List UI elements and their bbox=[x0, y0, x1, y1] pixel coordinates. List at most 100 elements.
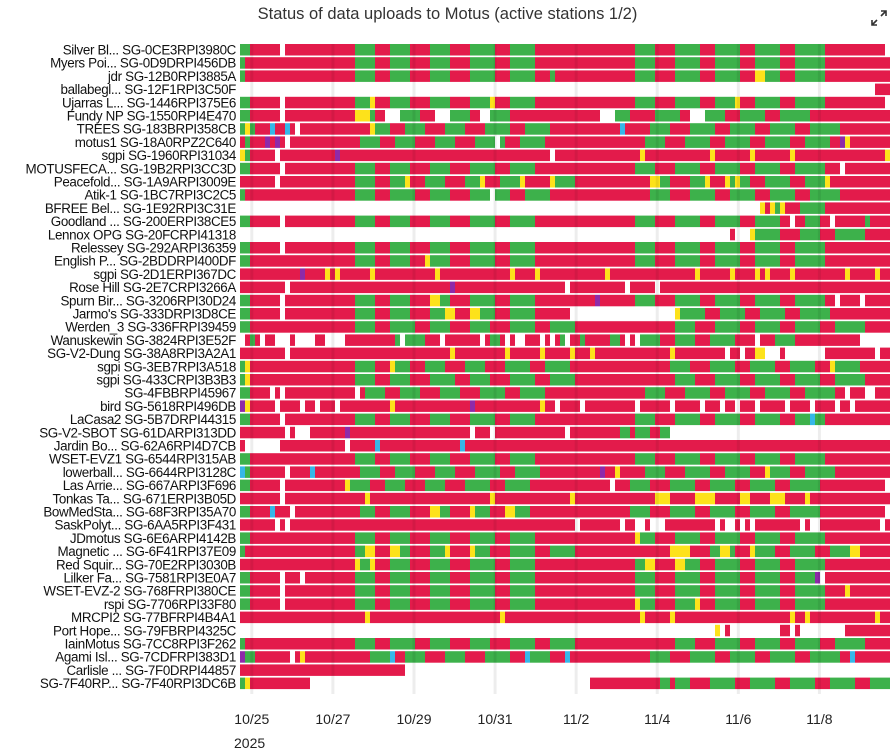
status-segment bbox=[285, 413, 355, 426]
status-segment bbox=[470, 189, 490, 201]
status-segment bbox=[745, 519, 750, 531]
status-segment bbox=[375, 440, 380, 452]
status-segment bbox=[715, 96, 735, 109]
status-segment bbox=[290, 281, 450, 294]
status-segment bbox=[375, 242, 390, 254]
status-segment bbox=[395, 651, 405, 663]
status-segment bbox=[575, 321, 675, 333]
status-segment bbox=[740, 321, 755, 333]
station-row bbox=[240, 585, 890, 597]
status-segment bbox=[605, 466, 615, 478]
station-label: MRCPI2 SG-77BFRPI4B4A1 bbox=[71, 610, 236, 625]
status-segment bbox=[390, 294, 410, 307]
status-segment bbox=[285, 598, 355, 610]
status-segment bbox=[700, 44, 715, 56]
status-segment bbox=[870, 677, 890, 690]
status-segment bbox=[590, 677, 660, 690]
status-segment bbox=[240, 440, 245, 452]
status-segment bbox=[485, 123, 510, 135]
status-segment bbox=[490, 545, 510, 558]
status-segment bbox=[725, 400, 735, 412]
status-segment bbox=[535, 294, 595, 307]
status-segment bbox=[755, 321, 780, 333]
status-segment bbox=[440, 506, 450, 518]
expand-icon[interactable] bbox=[871, 10, 887, 26]
status-segment bbox=[430, 453, 450, 465]
status-segment bbox=[535, 638, 550, 650]
status-segment bbox=[240, 308, 250, 320]
status-segment bbox=[305, 400, 315, 412]
status-segment bbox=[550, 374, 575, 386]
status-segment bbox=[345, 334, 395, 346]
status-segment bbox=[490, 374, 510, 386]
gridline bbox=[736, 44, 740, 694]
status-segment bbox=[290, 347, 450, 360]
status-segment bbox=[240, 44, 250, 56]
status-segment bbox=[400, 110, 420, 122]
status-segment bbox=[410, 57, 430, 69]
status-segment bbox=[430, 506, 440, 518]
status-segment bbox=[555, 149, 640, 162]
status-segment bbox=[355, 545, 365, 558]
status-segment bbox=[250, 413, 280, 426]
status-segment bbox=[525, 189, 550, 201]
status-segment bbox=[550, 70, 555, 82]
status-segment bbox=[405, 651, 425, 663]
status-segment bbox=[280, 400, 300, 412]
status-segment bbox=[545, 136, 645, 148]
status-segment bbox=[775, 545, 790, 558]
status-segment bbox=[740, 400, 755, 412]
status-segment bbox=[710, 136, 725, 148]
status-segment bbox=[555, 70, 635, 82]
status-segment bbox=[670, 611, 675, 624]
status-segment bbox=[820, 506, 885, 518]
status-segment bbox=[495, 44, 510, 56]
status-segment bbox=[795, 189, 810, 201]
status-segment bbox=[755, 347, 765, 360]
status-segment bbox=[390, 321, 415, 333]
status-segment bbox=[375, 215, 390, 228]
status-segment bbox=[510, 96, 535, 109]
status-segment bbox=[795, 413, 810, 426]
status-segment bbox=[655, 44, 675, 56]
status-segment bbox=[250, 453, 355, 465]
status-segment bbox=[390, 70, 410, 82]
status-segment bbox=[410, 294, 430, 307]
status-segment bbox=[630, 110, 655, 122]
status-segment bbox=[780, 242, 795, 254]
status-segment bbox=[500, 466, 515, 478]
status-segment bbox=[495, 162, 510, 175]
status-segment bbox=[340, 149, 550, 162]
status-segment bbox=[450, 413, 470, 426]
status-segment bbox=[820, 519, 880, 531]
status-segment bbox=[780, 638, 795, 650]
status-segment bbox=[655, 162, 675, 175]
station-label: JDmotus SG-6E6ARPI4142B bbox=[70, 531, 237, 546]
status-segment bbox=[510, 374, 535, 386]
status-segment bbox=[370, 479, 385, 492]
status-segment bbox=[760, 308, 785, 320]
station-row bbox=[240, 374, 890, 386]
status-segment bbox=[500, 334, 505, 346]
status-segment bbox=[750, 228, 755, 241]
status-segment bbox=[240, 281, 285, 294]
status-segment bbox=[240, 572, 250, 584]
station-row bbox=[240, 44, 885, 56]
status-segment bbox=[380, 136, 395, 148]
status-segment bbox=[645, 387, 665, 399]
status-segment bbox=[290, 426, 295, 439]
status-segment bbox=[815, 413, 825, 426]
status-segment bbox=[710, 149, 715, 162]
status-segment bbox=[755, 123, 770, 135]
status-segment bbox=[240, 149, 245, 162]
status-segment bbox=[525, 176, 550, 188]
status-segment bbox=[495, 308, 510, 320]
status-segment bbox=[830, 176, 890, 188]
status-segment bbox=[675, 294, 700, 307]
status-segment bbox=[385, 387, 400, 399]
status-segment bbox=[455, 347, 505, 360]
status-segment bbox=[280, 149, 335, 162]
status-segment bbox=[520, 176, 525, 188]
station-label: ballabegl... SG-12F1RPI3C50F bbox=[60, 82, 236, 97]
status-segment bbox=[470, 96, 490, 109]
